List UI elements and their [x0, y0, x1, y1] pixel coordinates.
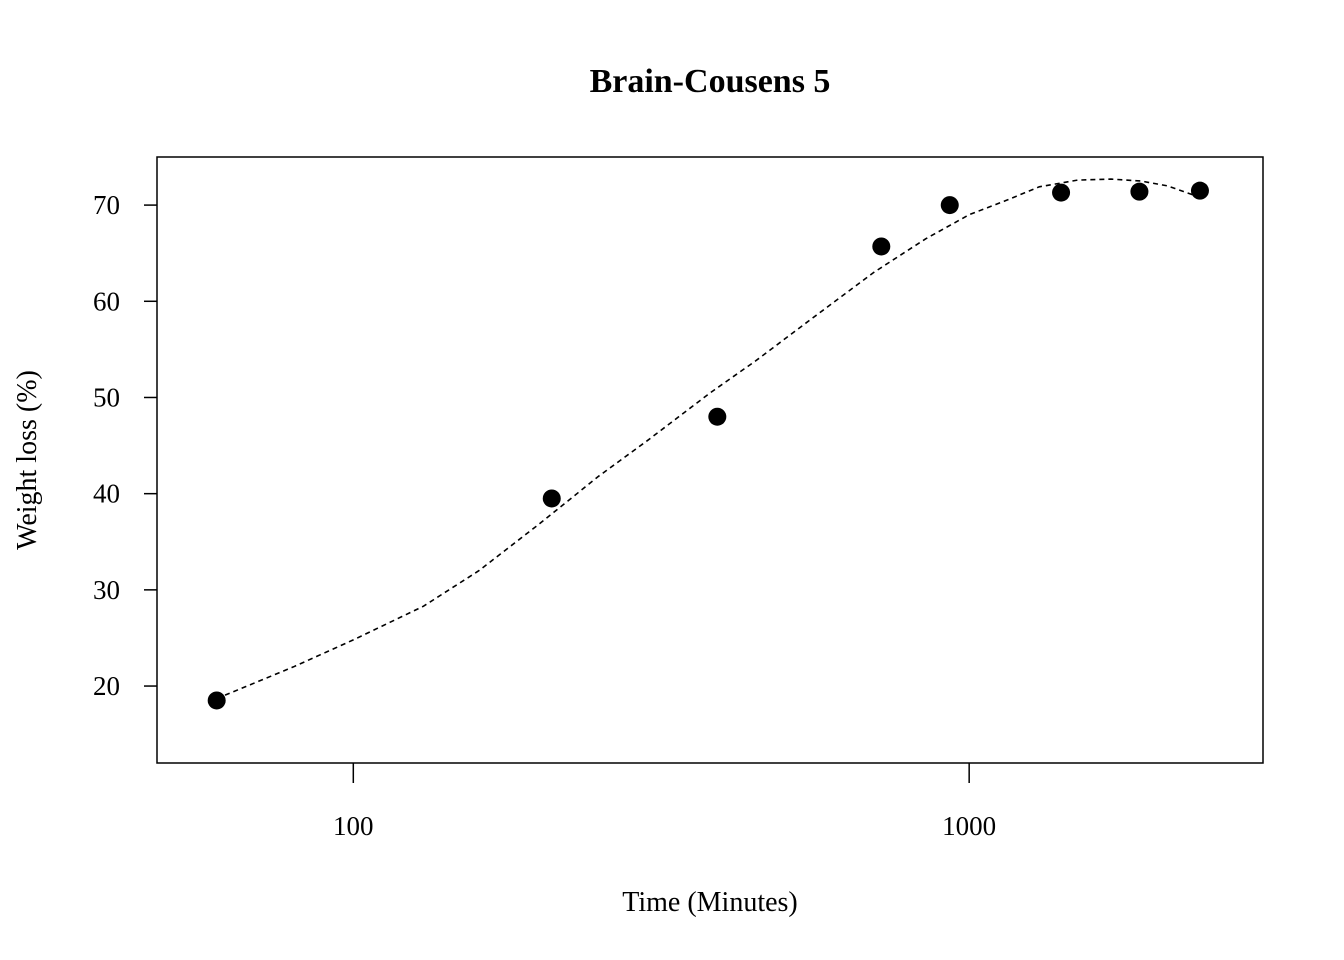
y-tick-label: 50 [93, 382, 120, 412]
x-axis-label: Time (Minutes) [622, 887, 798, 918]
y-tick-label: 60 [93, 286, 120, 316]
data-point [1052, 183, 1071, 202]
x-tick-label: 1000 [942, 811, 996, 841]
data-point [940, 196, 959, 215]
data-points [207, 181, 1209, 710]
x-axis: 100 1000 [333, 763, 996, 841]
fitted-curve [216, 178, 1201, 700]
y-axis: 20 30 40 50 60 70 [93, 190, 157, 701]
data-point [207, 691, 226, 710]
x-tick-label: 100 [333, 811, 374, 841]
data-point [708, 407, 727, 426]
chart-title: Brain-Cousens 5 [590, 63, 831, 100]
y-tick-label: 70 [93, 190, 120, 220]
data-point [872, 237, 891, 256]
y-tick-label: 40 [93, 479, 120, 509]
data-point [1130, 182, 1149, 201]
data-point [1190, 181, 1209, 200]
plot-frame [156, 156, 1264, 764]
data-point [542, 489, 561, 508]
y-axis-label: Weight loss (%) [12, 370, 43, 550]
y-tick-label: 30 [93, 575, 120, 605]
y-tick-label: 20 [93, 671, 120, 701]
